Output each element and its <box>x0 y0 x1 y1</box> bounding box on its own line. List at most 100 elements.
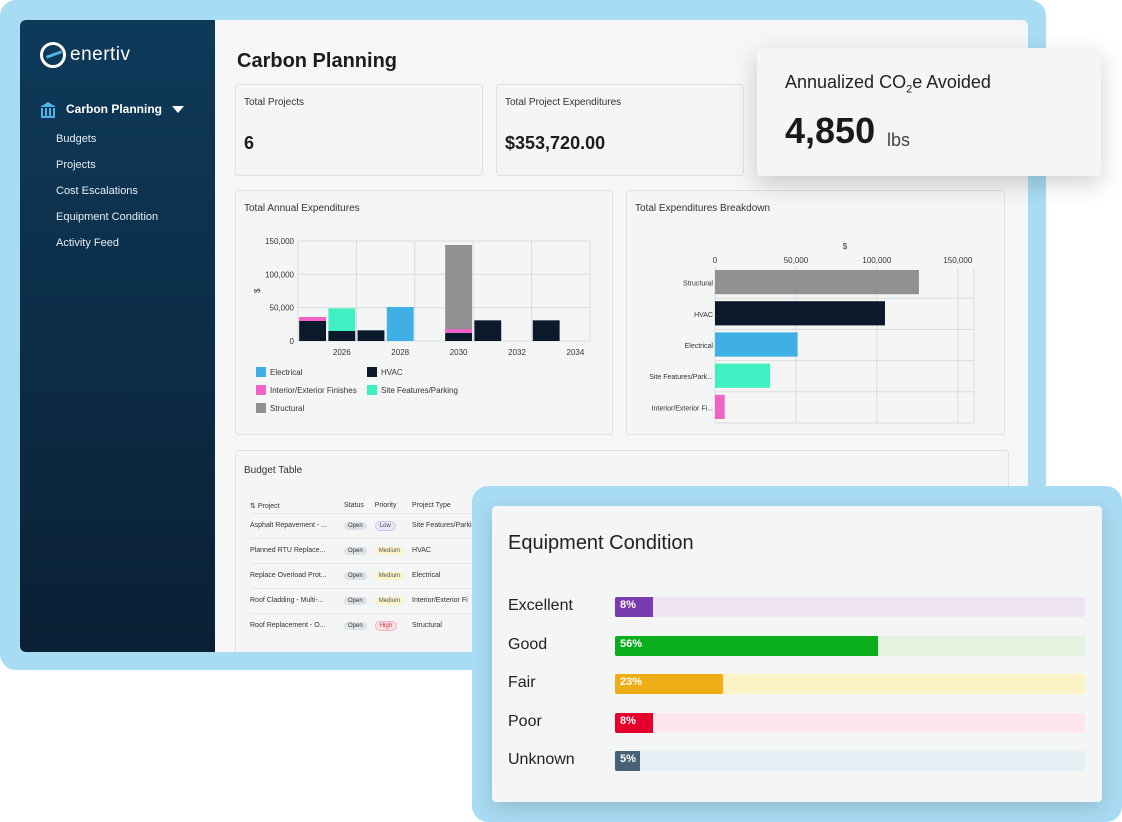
type-cell: HVAC <box>412 537 480 563</box>
condition-bar-track: 56% <box>615 635 1085 656</box>
condition-bar-track: 8% <box>615 712 1085 733</box>
status-badge: Open <box>344 521 367 530</box>
condition-bar-fill: 56% <box>615 635 879 656</box>
legend-swatch <box>256 367 266 377</box>
sidebar-item-projects[interactable]: Projects <box>56 159 96 171</box>
bar-3 <box>715 363 771 388</box>
kpi-label: Total Projects <box>244 97 305 108</box>
project-link[interactable]: Replace Overload Prot... <box>250 562 344 588</box>
condition-percent: 8% <box>620 599 636 611</box>
co2-unit: lbs <box>887 130 911 150</box>
bar-1 <box>715 301 885 326</box>
sidebar-item-budgets[interactable]: Budgets <box>56 133 97 145</box>
legend-item-electrical[interactable]: Electrical <box>256 367 302 377</box>
kpi-total-expenditures: Total Project Expenditures $353,720.00 <box>496 84 744 176</box>
y-tick-label: 150,000 <box>265 237 294 246</box>
column-project-type[interactable]: Project Type <box>412 502 451 510</box>
condition-percent: 5% <box>620 753 636 765</box>
sidebar-item-equipment-condition[interactable]: Equipment Condition <box>56 211 159 223</box>
column-priority[interactable]: Priority <box>374 502 397 510</box>
type-cell: Interior/Exterior Fi <box>412 587 480 613</box>
expenditures-breakdown-card: Total Expenditures Breakdown $0 50,000 100… <box>626 190 1005 435</box>
project-link[interactable]: Roof Replacement - O... <box>250 612 344 638</box>
bar-0 <box>715 270 919 295</box>
project-link[interactable]: Roof Cladding - Multi-... <box>250 587 344 613</box>
logo[interactable]: enertiv <box>40 42 131 68</box>
axis-unit-label: $ <box>843 242 848 251</box>
condition-percent: 23% <box>620 676 643 688</box>
budget-table: ⇅ Project Status Priority Project Type A… <box>250 499 480 638</box>
priority-cell: Medium <box>374 562 413 588</box>
category-label: Interior/Exterior Fi... <box>652 405 714 412</box>
equipment-condition-card: Equipment Condition Excellent 8% Good 56% Fa… <box>492 506 1102 802</box>
legend-item-interior[interactable]: Interior/Exterior Finishes <box>256 385 357 395</box>
condition-percent: 56% <box>620 637 643 650</box>
bar-hvac-2030 <box>445 333 473 341</box>
bar-interior-exterior-finishes-2030 <box>445 329 473 333</box>
project-link[interactable]: Asphalt Repavement - ... <box>250 512 344 538</box>
type-cell: Site Features/Parki <box>412 512 480 538</box>
sidebar-item-activity-feed[interactable]: Activity Feed <box>56 237 119 249</box>
status-badge: Open <box>344 571 367 580</box>
condition-row-excellent: Excellent 8% <box>508 597 1088 617</box>
x-tick-label: 2028 <box>391 348 409 357</box>
status-cell: Open <box>344 537 375 563</box>
priority-badge: Medium <box>374 546 405 555</box>
condition-bar-fill: 23% <box>615 674 724 694</box>
annual-expenditures-card: Total Annual Expenditures 150,000 100,000… <box>235 190 613 435</box>
type-cell: Structural <box>412 612 480 638</box>
priority-badge: High <box>374 620 398 631</box>
legend-item-structural[interactable]: Structural <box>256 403 304 413</box>
legend-swatch <box>367 367 377 377</box>
condition-bar-fill: 5% <box>615 751 640 771</box>
sidebar: enertiv Carbon Planning Budgets Projects… <box>20 20 215 652</box>
bar-interior-exterior-finishes-2025 <box>299 317 327 321</box>
kpi-total-projects: Total Projects 6 <box>235 84 483 176</box>
bar-structural-2030 <box>445 245 473 329</box>
table-row: Replace Overload Prot... Open Medium Ele… <box>250 562 480 588</box>
nav-list: Budgets Projects Cost Escalations Equipm… <box>56 132 158 262</box>
column-status[interactable]: Status <box>344 502 364 510</box>
annual-expenditures-chart: 150,000 100,000 50,000 0 $2026 2028 2030 2032 20… <box>253 237 591 357</box>
y-tick-label: 100,000 <box>265 270 294 279</box>
sidebar-item-cost-escalations[interactable]: Cost Escalations <box>56 185 138 197</box>
bar-hvac-2031 <box>474 320 502 341</box>
y-tick-label: 50,000 <box>270 304 295 313</box>
x-tick-label: 150,000 <box>943 256 972 265</box>
priority-badge: Low <box>374 520 396 531</box>
table-title: Budget Table <box>244 465 303 476</box>
legend-label: Site Features/Parking <box>381 385 458 395</box>
x-tick-label: 100,000 <box>862 256 891 265</box>
equipment-title: Equipment Condition <box>508 532 694 554</box>
nav-carbon-planning[interactable]: Carbon Planning <box>40 102 184 118</box>
status-cell: Open <box>344 612 375 638</box>
category-label: Structural <box>683 281 713 288</box>
legend-item-site[interactable]: Site Features/Parking <box>367 385 458 395</box>
condition-label: Unknown <box>508 751 575 768</box>
legend-item-hvac[interactable]: HVAC <box>367 367 403 377</box>
sort-icon: ⇅ <box>250 502 258 510</box>
y-tick-label: 0 <box>290 337 295 346</box>
kpi-value: 6 <box>244 133 255 153</box>
condition-bar-fill: 8% <box>615 712 653 733</box>
bar-hvac-2026 <box>328 331 356 341</box>
condition-bar-fill: 8% <box>615 597 653 617</box>
table-row: Asphalt Repavement - ... Open Low Site F… <box>250 512 480 538</box>
chart-title: Total Annual Expenditures <box>244 203 360 214</box>
bar-hvac-2027 <box>357 330 385 341</box>
condition-bar-track: 23% <box>615 674 1085 694</box>
legend-swatch <box>256 385 266 395</box>
column-project[interactable]: ⇅ Project <box>250 499 344 513</box>
bar-2 <box>715 332 798 357</box>
condition-label: Good <box>508 635 548 653</box>
bar-site-features-parking-2026 <box>328 308 356 331</box>
bar-4 <box>715 394 725 419</box>
legend-label: Structural <box>270 403 305 413</box>
x-tick-label: 2032 <box>508 348 526 357</box>
logo-text: enertiv <box>70 44 131 65</box>
project-link[interactable]: Planned RTU Replace... <box>250 537 344 563</box>
status-cell: Open <box>344 587 375 613</box>
condition-label: Excellent <box>508 597 573 614</box>
legend-label: HVAC <box>381 367 403 377</box>
kpi-value: $353,720.00 <box>505 133 606 153</box>
